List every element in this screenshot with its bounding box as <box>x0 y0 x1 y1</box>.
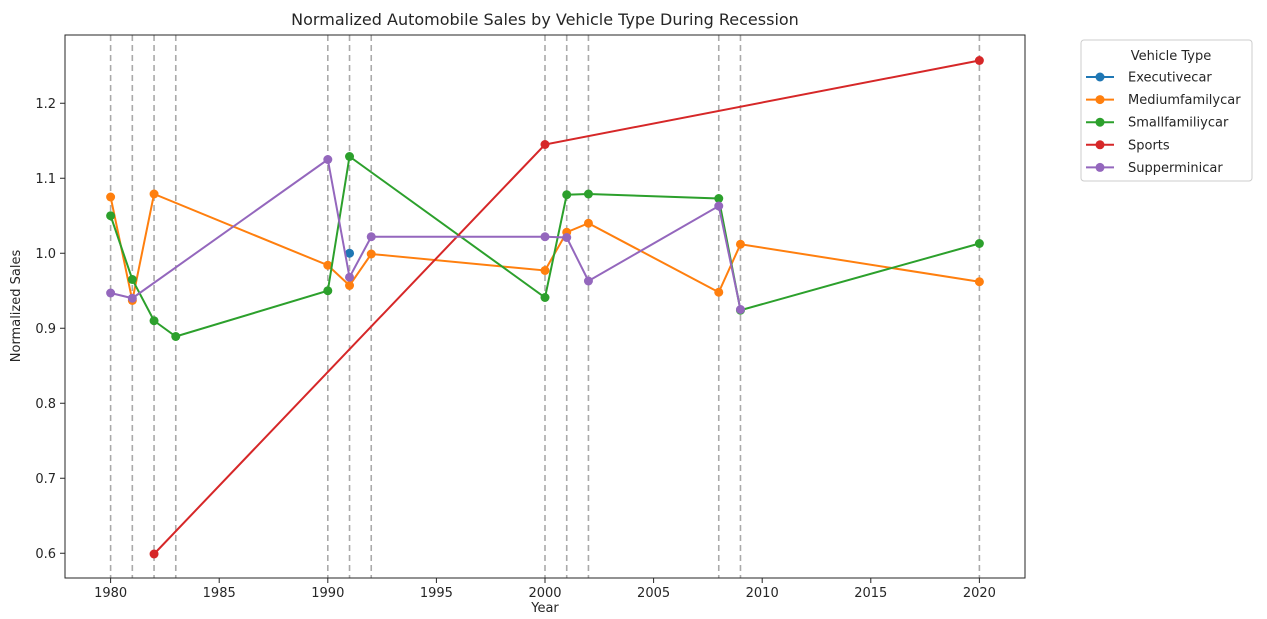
x-axis: 1980 1985 1990 1995 2000 2005 2010 2015 2020 <box>94 578 996 601</box>
data-point-smallfamiliycar-1991 <box>345 152 355 161</box>
legend-items: Executivecar Mediumfamilycar Smallfamiliyc… <box>1086 71 1241 176</box>
legend-swatch-marker <box>1095 72 1105 82</box>
data-point-supperminicar-1980 <box>106 288 116 298</box>
legend-swatch-marker <box>1095 162 1105 172</box>
legend-item-smallfamiliycar: Smallfamiliycar <box>1086 116 1229 131</box>
recession-lines <box>109 35 981 578</box>
data-point-supperminicar-1981 <box>127 293 137 303</box>
y-tick-label-4: 1.0 <box>35 247 56 262</box>
series-line-mediumfamilycar <box>109 192 980 301</box>
data-point-sports-2020 <box>974 56 984 65</box>
legend-item-supperminicar: Supperminicar <box>1086 161 1223 176</box>
x-tick-label-1995: 1995 <box>420 586 453 601</box>
data-point-supperminicar-2009 <box>735 305 745 314</box>
data-point-smallfamiliycar-1981 <box>127 275 137 284</box>
data-point-smallfamiliycar-1990 <box>323 286 333 296</box>
data-point-mediumfamilycar-1990 <box>323 260 333 270</box>
series-supperminicar <box>106 155 745 314</box>
data-point-smallfamiliycar-1982 <box>149 316 159 326</box>
legend-title: Vehicle Type <box>1131 49 1211 64</box>
y-tick-label-6: 1.2 <box>35 97 56 112</box>
data-point-supperminicar-1992 <box>366 232 376 242</box>
data-point-smallfamiliycar-2001 <box>562 190 572 200</box>
series-executivecar <box>345 248 355 258</box>
x-tick-label-2005: 2005 <box>637 586 670 601</box>
data-point-mediumfamilycar-1982 <box>149 189 159 199</box>
x-tick-label-1985: 1985 <box>203 586 236 601</box>
data-point-smallfamiliycar-2020 <box>974 239 984 248</box>
x-tick-label-1980: 1980 <box>94 586 127 601</box>
data-point-mediumfamilycar-2009 <box>735 239 745 249</box>
x-axis-label: Year <box>530 601 559 616</box>
data-point-supperminicar-1990 <box>323 155 333 164</box>
legend-item-executivecar: Executivecar <box>1086 71 1212 86</box>
data-point-supperminicar-2008 <box>714 201 724 211</box>
legend-box <box>1080 39 1253 182</box>
data-point-mediumfamilycar-2008 <box>714 287 724 297</box>
data-point-mediumfamilycar-1991 <box>345 281 355 290</box>
data-point-mediumfamilycar-2002 <box>583 218 593 228</box>
y-tick-label-0: 0.6 <box>35 547 56 562</box>
y-tick-label-1: 0.7 <box>35 472 56 487</box>
x-tick-label-1990: 1990 <box>311 586 344 601</box>
x-tick-label-2020: 2020 <box>963 586 996 601</box>
legend: Vehicle Type Executivecar Mediumfamilycar… <box>1080 39 1253 182</box>
legend-item-sports: Sports <box>1086 138 1170 153</box>
y-tick-label-5: 1.1 <box>35 172 56 187</box>
legend-label: Supperminicar <box>1128 161 1223 176</box>
legend-label: Executivecar <box>1128 71 1212 86</box>
x-tick-label-2015: 2015 <box>854 586 887 601</box>
y-axis-label: Normalized Sales <box>9 250 24 363</box>
data-point-smallfamiliycar-2000 <box>540 293 550 302</box>
legend-item-mediumfamilycar: Mediumfamilycar <box>1086 93 1241 108</box>
data-point-supperminicar-2001 <box>562 233 572 242</box>
data-point-supperminicar-2000 <box>540 232 550 242</box>
series-line-smallfamiliycar <box>109 154 980 338</box>
series-smallfamiliycar <box>106 152 984 341</box>
series-layer <box>106 56 984 559</box>
data-point-mediumfamilycar-2000 <box>540 266 550 275</box>
data-point-mediumfamilycar-1980 <box>106 192 116 202</box>
legend-swatch-marker <box>1095 140 1105 150</box>
data-point-mediumfamilycar-1992 <box>366 249 376 259</box>
y-tick-label-2: 0.8 <box>35 397 56 412</box>
x-tick-label-2010: 2010 <box>746 586 779 601</box>
legend-swatch-marker <box>1095 95 1105 105</box>
legend-label: Mediumfamilycar <box>1128 93 1241 108</box>
series-line-supperminicar <box>110 157 742 310</box>
x-tick-label-2000: 2000 <box>528 586 561 601</box>
legend-swatch-marker <box>1095 117 1105 127</box>
legend-label: Sports <box>1128 138 1170 153</box>
data-point-mediumfamilycar-2020 <box>974 277 984 287</box>
data-point-smallfamiliycar-1983 <box>171 332 181 341</box>
y-axis: 0.6 0.7 0.8 0.9 1.0 1.1 1.2 <box>35 97 65 562</box>
data-point-smallfamiliycar-2008 <box>714 194 724 203</box>
data-point-executivecar-1991 <box>345 248 355 258</box>
y-tick-label-3: 0.9 <box>35 322 56 337</box>
data-point-supperminicar-1991 <box>345 272 355 282</box>
series-sports <box>149 56 984 559</box>
data-point-sports-2000 <box>540 140 550 149</box>
legend-label: Smallfamiliycar <box>1128 116 1229 131</box>
data-point-smallfamiliycar-1980 <box>106 211 116 221</box>
chart-title: Normalized Automobile Sales by Vehicle T… <box>291 10 799 29</box>
data-point-sports-1982 <box>149 549 159 559</box>
data-point-supperminicar-2002 <box>583 276 593 286</box>
data-point-smallfamiliycar-2002 <box>583 189 593 199</box>
